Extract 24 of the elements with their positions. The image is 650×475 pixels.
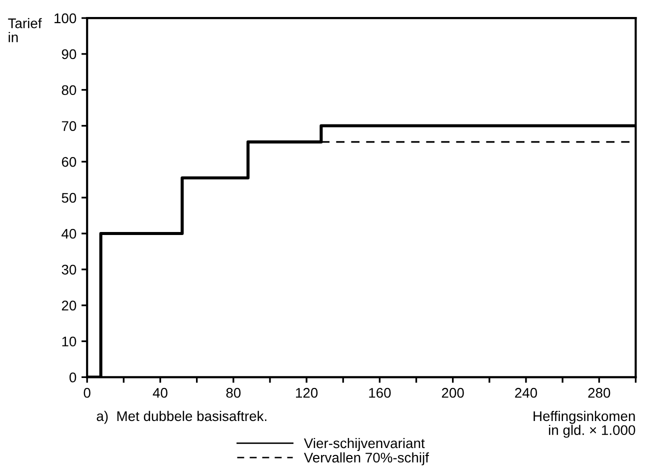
y-tick-label: 100 — [54, 13, 76, 24]
x-tick-label: 160 — [369, 388, 391, 398]
y-tick-label: 30 — [62, 264, 76, 275]
y-tick-label: 80 — [62, 85, 76, 96]
x-tick-label: 80 — [226, 388, 241, 398]
y-tick-label: 90 — [62, 49, 76, 60]
x-axis-title: Heffingsinkomen in gld. × 1.000 — [534, 410, 636, 438]
y-tick-label: 40 — [62, 228, 76, 239]
y-tick-label: 20 — [62, 300, 76, 310]
text: a) Met dubbele basisaftrek. — [96, 410, 266, 424]
y-tick-label: 70 — [62, 121, 76, 131]
y-tick-label: 50 — [62, 192, 76, 203]
y-tick-label: 60 — [62, 157, 76, 167]
x-tick-label: 40 — [152, 388, 168, 398]
x-tick-label: 280 — [588, 388, 610, 398]
legend-label: Vier-schijvenvariant — [304, 438, 425, 451]
y-tick-label: 10 — [62, 336, 76, 346]
x-tick-label: 0 — [84, 388, 90, 398]
x-tick-label: 200 — [442, 388, 464, 398]
y-axis-title: Tarief in — [8, 18, 42, 42]
x-tick-label: 240 — [515, 388, 538, 398]
x-tick-label: 120 — [296, 388, 318, 398]
legend-label: Vervallen 70%-schijf — [304, 452, 429, 466]
y-tick-label: 0 — [70, 372, 76, 382]
